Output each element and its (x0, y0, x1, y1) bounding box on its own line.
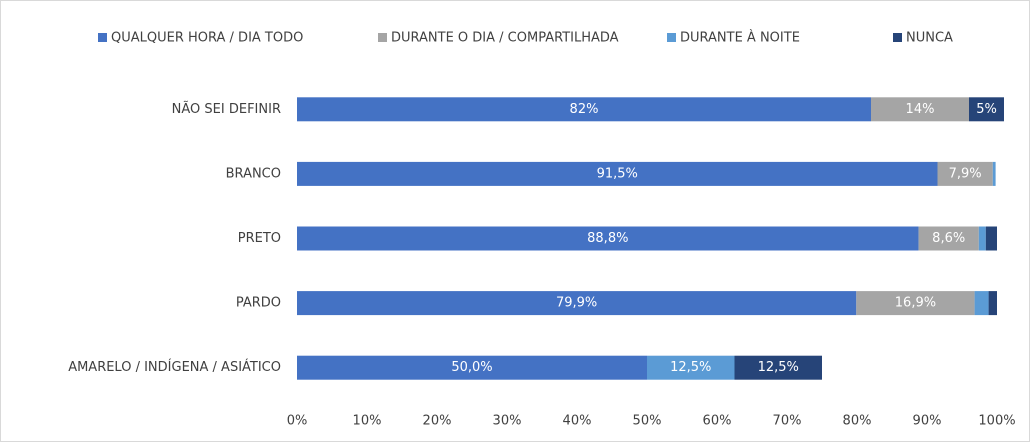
bar-segment (297, 97, 871, 122)
bar-segment (297, 161, 938, 186)
bar-segment (647, 355, 735, 380)
bar-segment (985, 226, 997, 251)
legend-swatch (667, 33, 676, 42)
bar-segment (871, 97, 969, 122)
x-tick-label: 30% (493, 414, 522, 429)
bar-segment (988, 291, 997, 316)
bar-segment (856, 291, 975, 316)
value-label: 8,6% (932, 231, 965, 246)
x-tick-label: 70% (773, 414, 802, 429)
value-label: 82% (570, 102, 599, 117)
bar-segment (937, 161, 993, 186)
x-tick-label: 0% (287, 414, 308, 429)
y-tick-label: AMARELO / INDÍGENA / ASIÁTICO (68, 359, 281, 375)
y-tick-label: NÃO SEI DEFINIR (172, 101, 281, 117)
x-tick-label: 80% (843, 414, 872, 429)
value-label: 14% (906, 102, 935, 117)
legend-swatch (98, 33, 107, 42)
bar-segment (297, 226, 919, 251)
legend-label: DURANTE O DIA / COMPARTILHADA (391, 31, 619, 46)
value-label: 7,9% (949, 166, 982, 181)
legend-label: QUALQUER HORA / DIA TODO (111, 31, 303, 46)
bar-segment (992, 161, 996, 186)
bar-segment (978, 226, 986, 251)
legend-swatch (378, 33, 387, 42)
bar-segment (734, 355, 822, 380)
value-label: 91,5% (597, 166, 638, 181)
x-tick-label: 40% (563, 414, 592, 429)
x-tick-label: 10% (353, 414, 382, 429)
x-tick-label: 60% (703, 414, 732, 429)
y-tick-label: BRANCO (226, 166, 281, 181)
x-tick-label: 20% (423, 414, 452, 429)
value-label: 50,0% (451, 360, 492, 375)
legend-label: DURANTE À NOITE (680, 30, 800, 46)
value-label: 12,5% (758, 360, 799, 375)
value-label: 12,5% (670, 360, 711, 375)
bar-segment (297, 355, 647, 380)
bar-segment (969, 97, 1004, 122)
y-tick-label: PARDO (236, 296, 281, 311)
bar-segment (974, 291, 989, 316)
y-tick-label: PRETO (238, 231, 281, 246)
bar-segment (297, 291, 857, 316)
value-label: 79,9% (556, 296, 597, 311)
value-label: 16,9% (895, 296, 936, 311)
bar-segment (918, 226, 979, 251)
x-tick-label: 100% (978, 414, 1015, 429)
value-label: 88,8% (587, 231, 628, 246)
legend-swatch (893, 33, 902, 42)
x-tick-label: 90% (913, 414, 942, 429)
x-tick-label: 50% (633, 414, 662, 429)
legend-label: NUNCA (906, 31, 953, 46)
value-label: 5% (976, 102, 997, 117)
